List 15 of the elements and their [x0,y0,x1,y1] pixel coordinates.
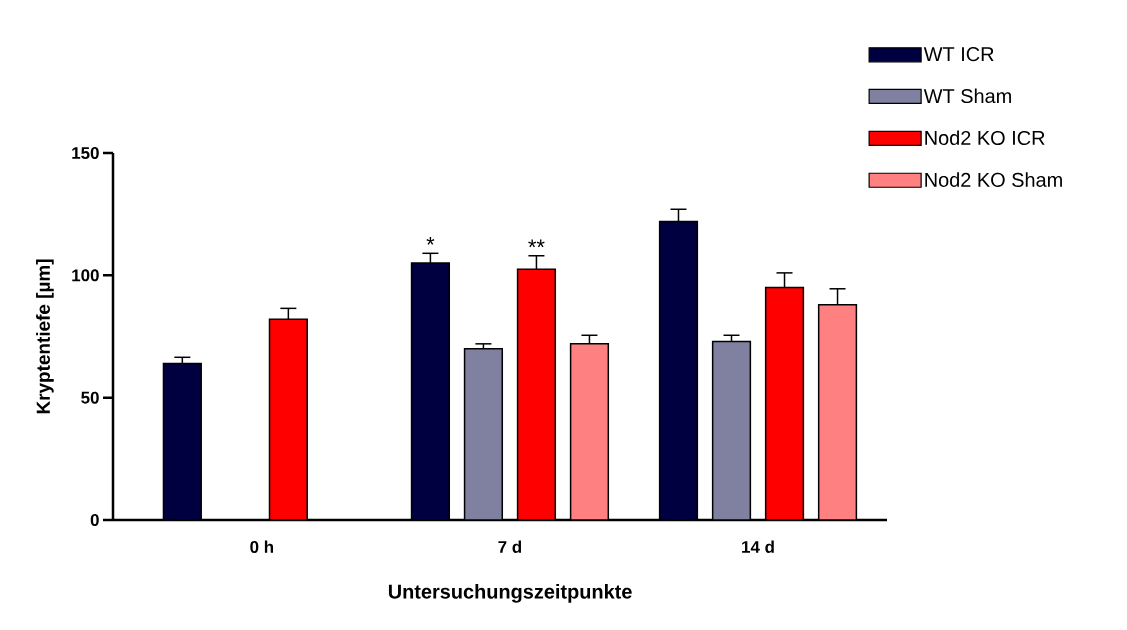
x-axis-title: Untersuchungszeitpunkte [388,584,632,603]
x-tick-label: 7 d [498,540,522,553]
y-tick-label: 100 [72,269,99,282]
y-tick-label: 50 [81,391,99,404]
y-tick-label: 0 [90,514,99,526]
x-tick-label: 14 d [742,540,774,553]
legend-label: Nod2 KO ICR [925,130,1045,146]
data-label: ** [528,239,545,248]
legend-label: WT Sham [923,88,1011,104]
y-axis-title: Kryptentiefe [µm] [36,259,54,414]
legend-label: WT ICR [923,47,994,62]
y-tick-label: 150 [72,147,99,159]
data-label: * [426,237,435,245]
legend-label: Nod2 KO Sham [925,172,1062,187]
x-tick-label: 0 h [250,540,274,553]
